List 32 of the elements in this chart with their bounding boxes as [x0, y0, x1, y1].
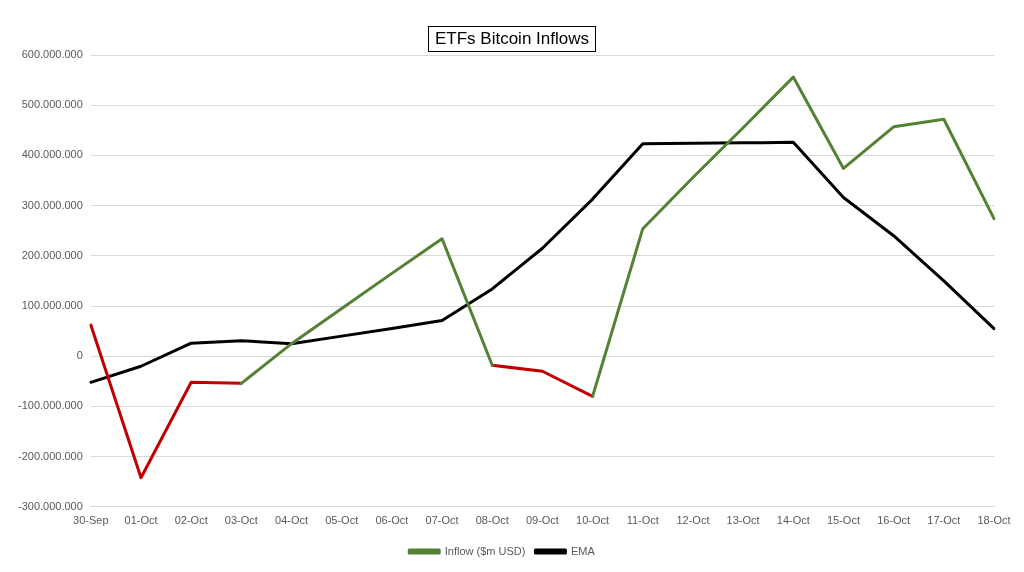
y-tick-label: 600.000.000: [21, 48, 83, 61]
x-tick-label: 09-Oct: [525, 514, 559, 527]
x-tick-label: 04-Oct: [275, 514, 309, 527]
y-tick-label: -100.000.000: [17, 399, 83, 412]
x-tick-label: 17-Oct: [927, 514, 961, 527]
x-tick-label: 30-Sep: [73, 514, 109, 527]
x-tick-label: 05-Oct: [325, 514, 359, 527]
x-tick-label: 02-Oct: [174, 514, 208, 527]
chart-title: ETFs Bitcoin Inflows: [428, 26, 596, 52]
x-tick-label: 18-Oct: [977, 514, 1011, 527]
x-tick-label: 15-Oct: [826, 514, 860, 527]
legend-label: EMA: [570, 544, 596, 557]
y-tick-label: 100.000.000: [21, 299, 83, 312]
x-tick-label: 11-Oct: [626, 514, 659, 527]
y-tick-label: -300.000.000: [17, 499, 83, 512]
x-tick-label: 08-Oct: [475, 514, 509, 527]
x-tick-label: 06-Oct: [375, 514, 409, 527]
x-tick-label: 01-Oct: [124, 514, 158, 527]
x-tick-label: 03-Oct: [224, 514, 258, 527]
y-tick-label: 500.000.000: [21, 98, 83, 111]
y-tick-label: 200.000.000: [21, 248, 83, 261]
x-tick-label: 14-Oct: [776, 514, 810, 527]
x-tick-label: 13-Oct: [726, 514, 760, 527]
x-tick-label: 07-Oct: [425, 514, 459, 527]
x-tick-label: 10-Oct: [576, 514, 610, 527]
y-tick-label: 400.000.000: [21, 148, 83, 161]
y-tick-label: -200.000.000: [17, 449, 83, 462]
y-tick-label: 0: [76, 349, 83, 362]
y-tick-label: 300.000.000: [21, 198, 83, 211]
x-tick-label: 12-Oct: [676, 514, 710, 527]
x-tick-label: 16-Oct: [877, 514, 911, 527]
legend-label: Inflow ($m USD): [444, 544, 526, 557]
